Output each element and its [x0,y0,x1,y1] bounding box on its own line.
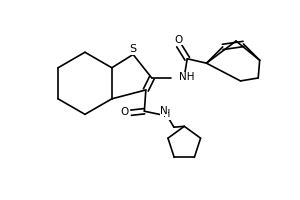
Text: N: N [160,106,168,116]
Text: H: H [163,109,170,119]
Text: O: O [174,35,182,45]
Text: O: O [120,107,129,117]
Text: NH: NH [179,72,195,82]
Text: S: S [130,44,137,54]
